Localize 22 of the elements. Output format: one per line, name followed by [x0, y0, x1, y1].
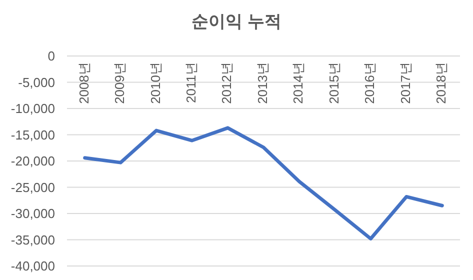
x-tick-label: 2014년	[290, 62, 306, 104]
y-tick-label: -10,000	[10, 101, 55, 116]
x-tick-label: 2008년	[76, 62, 92, 104]
y-tick-label: -5,000	[18, 74, 55, 90]
x-tick-label: 2010년	[148, 62, 163, 104]
y-tick-label: 0	[48, 48, 55, 64]
y-tick-label: -20,000	[10, 154, 55, 168]
y-tick-label: -40,000	[10, 258, 55, 274]
x-tick-label: 2013년	[254, 62, 270, 104]
x-tick-label: 2011년	[183, 62, 198, 103]
x-tick-label: 2009년	[112, 62, 128, 104]
line-series	[83, 126, 444, 240]
chart-title: 순이익 누적	[192, 12, 282, 31]
y-tick-label: -15,000	[10, 127, 55, 142]
y-tick-label: -35,000	[10, 232, 55, 248]
x-tick-label: 2012년	[219, 62, 234, 104]
y-tick-label: -30,000	[10, 206, 55, 221]
y-tick-label: -25,000	[10, 180, 55, 195]
x-tick-label: 2017년	[398, 62, 413, 104]
x-tick-label: 2015년	[326, 62, 342, 104]
x-tick-label: 2018년	[434, 62, 449, 104]
x-tick-label: 2016년	[362, 62, 378, 104]
